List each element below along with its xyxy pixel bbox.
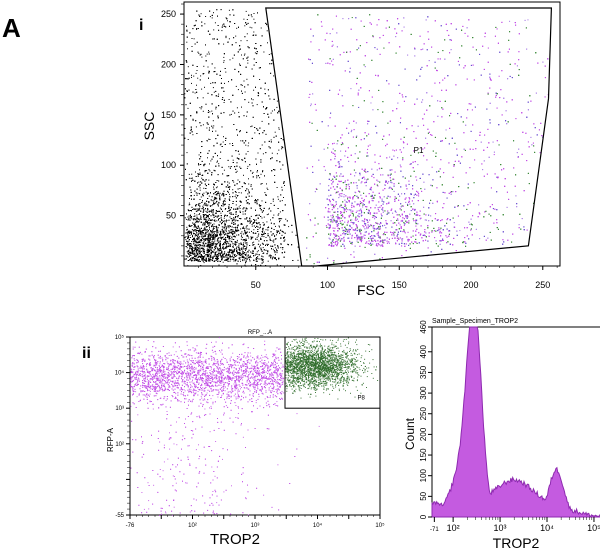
plot-i-x-tick-label: 100 bbox=[320, 280, 335, 290]
histogram-y-ticks: 0 50 100 150 200 250 300 350 400 460 bbox=[419, 320, 432, 519]
plot-i-x-tick-label: 150 bbox=[392, 280, 407, 290]
histogram-y-tick-label: 100 bbox=[419, 468, 428, 482]
plot-ii-y-tick-label: 10⁵ bbox=[115, 334, 125, 341]
plot-ii-x-tick-label: -76 bbox=[126, 523, 135, 529]
plot-ii-y-axis-title: RFP-A bbox=[106, 427, 115, 452]
histogram-y-tick-label: 300 bbox=[419, 386, 428, 400]
plot-i-y-axis-title: SSC bbox=[141, 112, 157, 141]
gate-p8-label: P8 bbox=[358, 395, 366, 401]
plot-i-x-tick-label: 50 bbox=[251, 280, 261, 290]
plot-i-x-ticks: 50 100 150 200 250 bbox=[198, 266, 558, 290]
plot-i-y-tick-label: 150 bbox=[161, 110, 176, 120]
plot-ii-x-tick-label: 10⁵ bbox=[375, 522, 385, 529]
trop2-rfp-scatter-plot: RFP_...A P8 -76 10² 10³ 10⁴ 10⁵ 10⁵ 10⁴ 10³ 10²… bbox=[106, 330, 385, 548]
gate-p1 bbox=[265, 7, 553, 267]
histogram-x-ticks: -71 10² 10³ 10⁴ 10⁵ bbox=[430, 517, 600, 533]
histogram-y-tick-label: 400 bbox=[419, 345, 428, 359]
plot-i-y-tick-label: 200 bbox=[161, 59, 176, 69]
trop2-histogram: Sample_Specimen_TROP2 -71 10² 10³ 10⁴ 10⁵ 0 5… bbox=[403, 318, 600, 551]
histogram-title: Sample_Specimen_TROP2 bbox=[432, 318, 518, 325]
plot-ii-x-tick-label: 10⁴ bbox=[313, 522, 323, 529]
plot-i-x-axis-title: FSC bbox=[357, 282, 385, 298]
histogram-y-tick-label: 350 bbox=[419, 365, 428, 379]
gate-p1-label: P1 bbox=[414, 146, 424, 155]
plot-ii-y-tick-label: 10⁴ bbox=[115, 370, 125, 377]
plot-ii-header: RFP_...A bbox=[248, 330, 272, 336]
plot-i-x-tick-label: 200 bbox=[464, 280, 479, 290]
histogram-x-tick-label: -71 bbox=[430, 527, 439, 533]
plot-i-y-tick-label: 100 bbox=[161, 160, 176, 170]
histogram-y-tick-label: 200 bbox=[419, 427, 428, 441]
histogram-y-tick-label: 250 bbox=[419, 407, 428, 421]
plot-i-y-tick-label: 250 bbox=[161, 9, 176, 19]
histogram-y-axis-title: Count bbox=[403, 417, 417, 450]
fsc-ssc-scatter-plot: P1 50 100 150 200 250 50 100 150 200 250 FSC SSC bbox=[141, 1, 561, 298]
plot-ii-y-tick-label: 10³ bbox=[115, 406, 124, 412]
plot-ii-x-tick-label: 10² bbox=[188, 523, 197, 529]
plot-ii-x-ticks: -76 10² 10³ 10⁴ 10⁵ bbox=[126, 515, 385, 529]
histogram-x-tick-label: 10⁵ bbox=[587, 523, 600, 533]
panel-label-A: A bbox=[2, 13, 21, 43]
histogram-x-tick-label: 10² bbox=[447, 523, 460, 533]
plot-i-y-ticks: 50 100 150 200 250 bbox=[161, 3, 184, 257]
plot-ii-y-tick-label: -55 bbox=[115, 513, 124, 519]
plot-ii-x-axis-title: TROP2 bbox=[210, 531, 260, 548]
plot-ii-y-tick-label: 10² bbox=[115, 442, 124, 448]
histogram-area bbox=[431, 326, 600, 518]
histogram-y-tick-label: 0 bbox=[419, 514, 428, 519]
histogram-y-tick-label: 460 bbox=[419, 320, 428, 334]
plot-ii-points bbox=[130, 337, 379, 516]
plot-i-points bbox=[184, 9, 549, 267]
panel-label-ii: ii bbox=[82, 345, 91, 362]
gate-p8 bbox=[284, 336, 381, 409]
histogram-x-axis-title: TROP2 bbox=[493, 535, 540, 551]
plot-ii-x-tick-label: 10³ bbox=[251, 523, 260, 529]
plot-ii-y-ticks: 10⁵ 10⁴ 10³ 10² -55 bbox=[115, 334, 130, 519]
histogram-x-tick-label: 10³ bbox=[494, 523, 507, 533]
histogram-y-tick-label: 150 bbox=[419, 448, 428, 462]
histogram-x-tick-label: 10⁴ bbox=[540, 523, 554, 533]
plot-i-frame bbox=[183, 1, 561, 267]
histogram-y-tick-label: 50 bbox=[419, 491, 428, 500]
plot-i-y-tick-label: 50 bbox=[166, 211, 176, 221]
panel-label-i: i bbox=[139, 17, 143, 34]
plot-i-x-tick-label: 250 bbox=[535, 280, 550, 290]
